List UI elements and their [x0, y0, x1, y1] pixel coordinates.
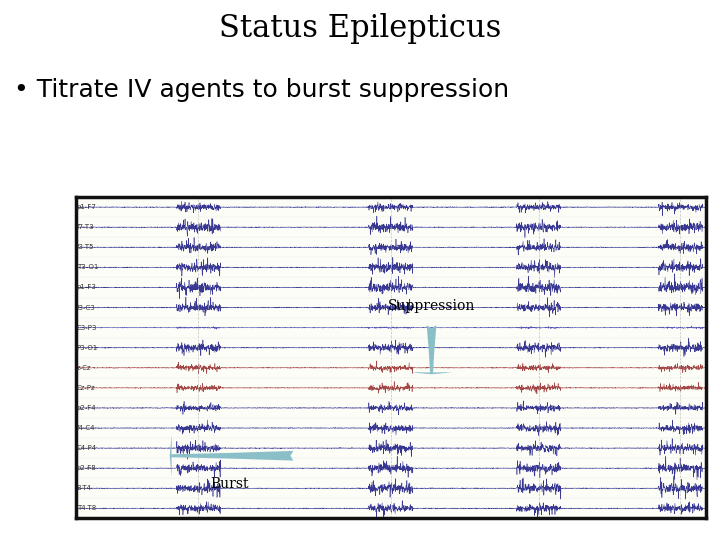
Text: p2-F8: p2-F8 [77, 465, 96, 471]
Text: T3-O1: T3-O1 [77, 265, 98, 271]
Text: 8-T4: 8-T4 [77, 485, 92, 491]
Text: Status Epilepticus: Status Epilepticus [219, 14, 501, 44]
Text: f4-C4: f4-C4 [77, 425, 95, 431]
Text: p1-F7: p1-F7 [77, 204, 96, 210]
Text: z-Cz: z-Cz [77, 365, 91, 371]
Text: f3-T5: f3-T5 [77, 244, 94, 251]
Text: T4-T8: T4-T8 [77, 505, 96, 511]
Text: p2-F4: p2-F4 [77, 405, 96, 411]
Text: Burst: Burst [211, 477, 249, 491]
Text: f3-C3: f3-C3 [77, 305, 96, 310]
Text: C3-P3: C3-P3 [77, 325, 97, 330]
Text: P3-O1: P3-O1 [77, 345, 98, 350]
Text: C4-P4: C4-P4 [77, 445, 97, 451]
Text: p1-F3: p1-F3 [77, 285, 96, 291]
Text: Cz-Pz: Cz-Pz [77, 385, 96, 391]
Text: f7-T3: f7-T3 [77, 224, 94, 230]
Text: • Titrate IV agents to burst suppression: • Titrate IV agents to burst suppression [14, 78, 510, 102]
Text: Suppression: Suppression [388, 299, 475, 313]
